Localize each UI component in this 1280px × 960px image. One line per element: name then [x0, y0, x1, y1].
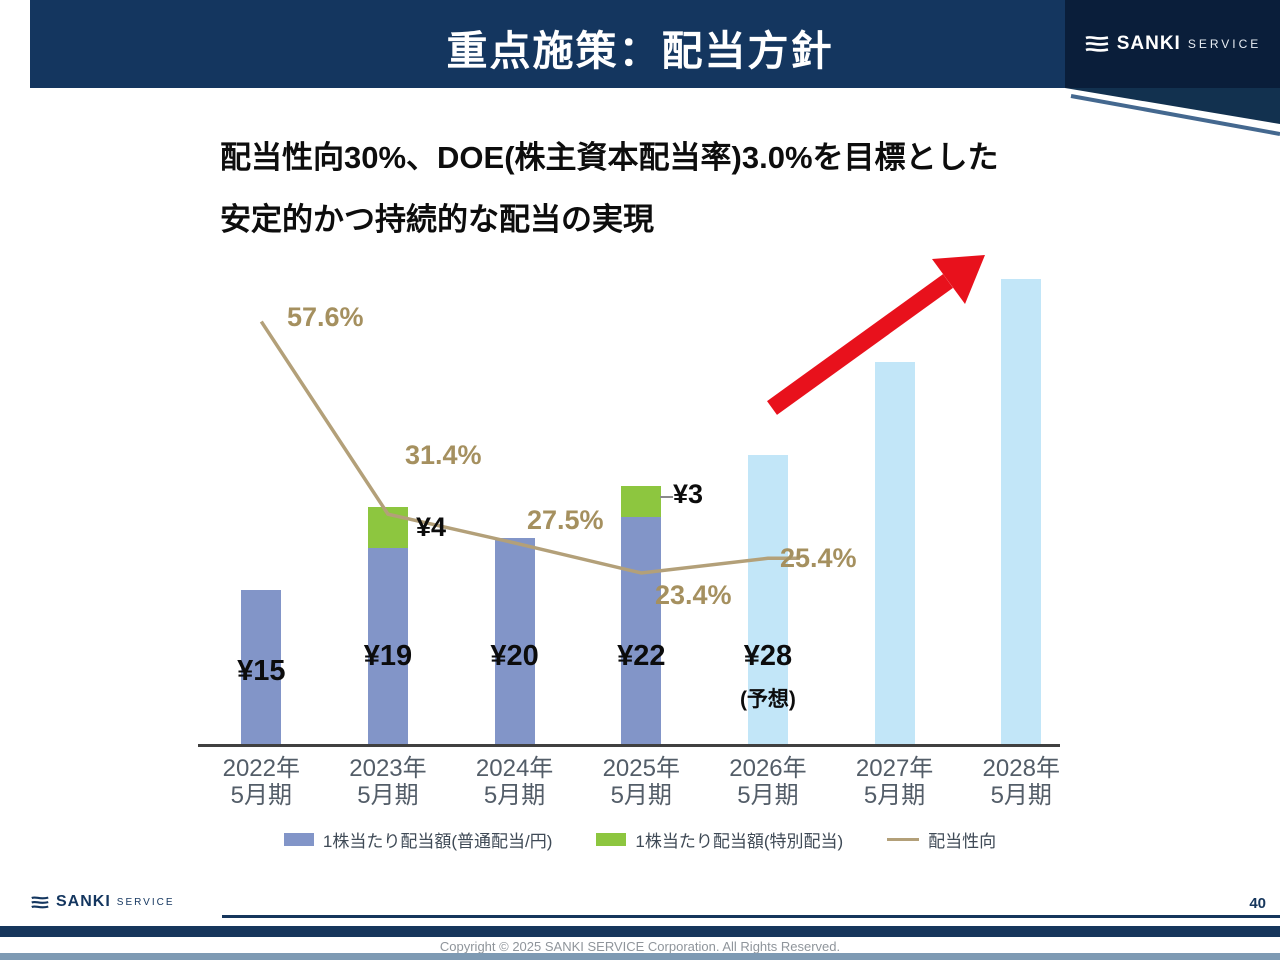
bar-ordinary-2027年5月期 — [874, 362, 915, 745]
label-connector — [660, 496, 673, 498]
special-dividend-label: ¥3 — [673, 479, 704, 509]
dividend-chart: ¥15 ¥19 ¥20 ¥22 ¥28 (予想) ¥4 ¥3 57.6% 31.4% 27.5% 23… — [198, 250, 1062, 745]
legend-item-ordinary-dividend: 1株当たり配当額(普通配当/円) — [283, 827, 553, 852]
bar-ordinary-2022年5月期 — [241, 590, 282, 745]
bar-special-2023年5月期 — [367, 507, 408, 548]
x-axis-label: 2028年 5月期 — [982, 755, 1060, 809]
x-axis-labels: 2022年 5月期 2023年 5月期 2024年 5月期 2025年 5月期 2026年 5月期… — [198, 755, 1062, 815]
chart-legend: 1株当たり配当額(普通配当/円) 1株当たり配当額(特別配当) 配当性向 — [200, 827, 1080, 852]
bar-ordinary-2028年5月期 — [1001, 279, 1042, 745]
header-band — [30, 0, 1065, 88]
x-axis-label: 2022年 5月期 — [222, 755, 300, 809]
dividend-value-label: ¥22 — [617, 640, 666, 672]
dividend-value-label: ¥20 — [490, 640, 539, 672]
dividend-value-label: ¥19 — [363, 640, 413, 672]
footer-steel-band — [0, 953, 1280, 960]
forecast-note: (予想) — [739, 688, 796, 711]
legend-label-ordinary: 1株当たり配当額(普通配当/円) — [322, 832, 553, 851]
x-axis-label: 2025年 5月期 — [602, 755, 680, 809]
legend-swatch-ordinary — [283, 833, 314, 846]
bar-ordinary-2023年5月期 — [367, 548, 408, 745]
brand-suffix-bottom: SERVICE — [116, 896, 175, 908]
x-axis-label: 2027年 5月期 — [855, 755, 934, 809]
special-dividend-label: ¥4 — [416, 512, 447, 542]
x-axis-line — [198, 744, 1060, 747]
header-diagonal-accent — [1065, 88, 1280, 136]
payout-ratio-label: 57.6% — [287, 302, 364, 332]
x-axis-label: 2024年 5月期 — [475, 755, 554, 809]
page-number: 40 — [1249, 895, 1266, 912]
brand-name-bottom: SANKI — [56, 893, 111, 910]
brand-suffix: SERVICE — [1187, 37, 1262, 51]
brand-logo-bottom: SANKI SERVICE — [30, 893, 175, 911]
headline-line2: 安定的かつ持続的な配当の実現 — [220, 202, 654, 237]
payout-ratio-label: 25.4% — [780, 543, 857, 573]
legend-swatch-special — [596, 833, 627, 846]
sanki-logo-icon-bottom — [31, 895, 49, 908]
dividend-value-label: ¥15 — [237, 655, 286, 687]
legend-label-special: 1株当たり配当額(特別配当) — [635, 832, 844, 851]
x-axis-label: 2023年 5月期 — [349, 755, 427, 809]
legend-item-special-dividend: 1株当たり配当額(特別配当) — [596, 827, 843, 852]
legend-item-payout-ratio: 配当性向 — [887, 827, 996, 852]
brand-name: SANKI — [1116, 33, 1181, 54]
legend-swatch-payout-line — [887, 838, 920, 841]
headline-line1: 配当性向30%、DOE(株主資本配当率)3.0%を目標とした — [220, 140, 999, 175]
sanki-logo-icon — [1085, 35, 1109, 52]
footer-rule — [222, 915, 1280, 918]
payout-ratio-label: 27.5% — [527, 505, 604, 535]
brand-logo-top: SANKI SERVICE — [1065, 0, 1280, 88]
legend-label-payout: 配当性向 — [928, 832, 997, 851]
dividend-value-label: ¥28 — [743, 640, 793, 672]
payout-ratio-label: 23.4% — [655, 580, 732, 610]
bar-ordinary-2025年5月期 — [621, 517, 662, 745]
bar-special-2025年5月期 — [621, 486, 662, 517]
page-title: 重点施策：配当方針 — [446, 28, 834, 74]
x-axis-label: 2026年 5月期 — [729, 755, 807, 809]
footer-navy-band — [0, 926, 1280, 937]
payout-ratio-label: 31.4% — [405, 440, 482, 470]
copyright-text: Copyright © 2025 SANKI SERVICE Corporati… — [439, 939, 841, 954]
